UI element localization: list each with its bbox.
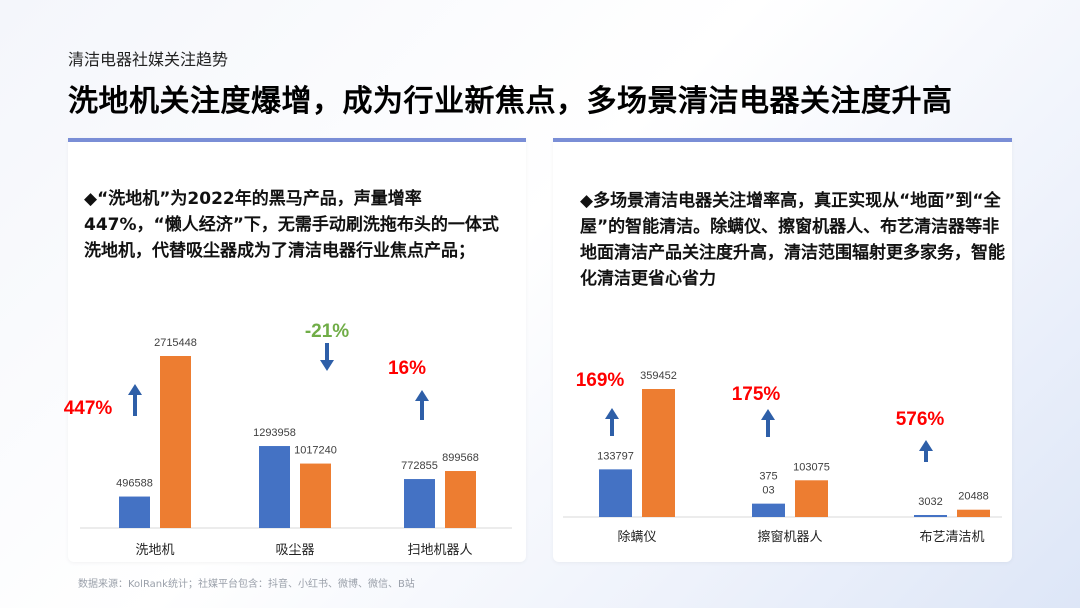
chart-2-value-label: 3032 (918, 496, 942, 508)
chart-1-bar-吸尘器-prev (259, 446, 290, 528)
chart-1-value-label: 772855 (401, 460, 438, 472)
chart-1-category-label: 吸尘器 (275, 542, 314, 557)
chart-2-growth-label: 169% (576, 370, 625, 391)
chart-2-value-label: 375 (759, 471, 777, 483)
chart-1-bar-吸尘器-curr (300, 463, 331, 528)
chart-2-value-label: 103075 (793, 461, 830, 473)
chart-1-growth-label: 447% (64, 398, 113, 419)
chart-2-up-arrow-icon-head (919, 440, 933, 451)
chart-1-value-label: 2715448 (154, 337, 197, 349)
chart-2-up-arrow-icon-head (761, 409, 775, 420)
chart-1-bar-洗地机-curr (160, 356, 191, 528)
chart-2-bar-除螨仪-curr (642, 389, 675, 517)
chart-2-bar-擦窗机器人-curr (795, 480, 828, 517)
chart-2-bar-布艺清洁机-prev (914, 515, 947, 517)
page-title: 洗地机关注度爆增，成为行业新焦点，多场景清洁电器关注度升高 (68, 84, 953, 119)
left-panel: ◆“洗地机”为2022年的黑马产品，声量增率447%，“懒人经济”下，无需手动刷… (68, 138, 526, 562)
chart-1-category-label: 洗地机 (135, 542, 174, 557)
chart-1-value-label: 496588 (116, 478, 153, 490)
right-panel-description: ◆多场景清洁电器关注增率高，真正实现从“地面”到“全屋”的智能清洁。除螨仪、擦窗… (580, 191, 1005, 289)
chart-2-value-label: 133797 (597, 450, 634, 462)
chart-1-bar-洗地机-prev (119, 496, 150, 528)
chart-2-bar-除螨仪-prev (599, 469, 632, 517)
chart-1-value-label: 1293958 (253, 427, 296, 439)
chart-1-growth-label: -21% (305, 321, 349, 342)
chart-2-category-label: 除螨仪 (617, 529, 656, 544)
chart-2-bar-布艺清洁机-curr (957, 509, 990, 517)
chart-1-growth-label: 16% (388, 358, 426, 379)
chart-1-category-label: 扫地机器人 (407, 542, 472, 557)
chart-1-bar-扫地机器人-prev (404, 479, 435, 528)
chart-2-value-label: 03 (762, 485, 774, 497)
chart-1-value-label: 899568 (442, 452, 479, 464)
page-subtitle: 清洁电器社媒关注趋势 (68, 50, 229, 69)
chart-2-value-label: 359452 (640, 370, 677, 382)
chart-2-value-label: 20488 (958, 491, 989, 503)
chart-1-value-label: 1017240 (294, 445, 337, 457)
chart-2-up-arrow-icon-head (605, 408, 619, 419)
chart-2-category-label: 布艺清洁机 (919, 529, 984, 544)
data-source-note: 数据来源：KolRank统计；社媒平台包含：抖音、小红书、微博、微信、B站 (78, 579, 415, 590)
chart-2-category-label: 擦窗机器人 (757, 529, 822, 544)
chart-2-bar-擦窗机器人-prev (752, 503, 785, 517)
chart-1-up-arrow-icon-head (128, 384, 142, 395)
chart-1-up-arrow-icon-head (415, 390, 429, 401)
chart-1-bar-扫地机器人-curr (445, 471, 476, 528)
chart-2-growth-label: 175% (732, 384, 781, 405)
chart-2-growth-label: 576% (896, 409, 945, 430)
left-panel-description: ◆“洗地机”为2022年的黑马产品，声量增率447%，“懒人经济”下，无需手动刷… (84, 189, 499, 261)
chart-1-down-arrow-icon-head (320, 360, 334, 371)
